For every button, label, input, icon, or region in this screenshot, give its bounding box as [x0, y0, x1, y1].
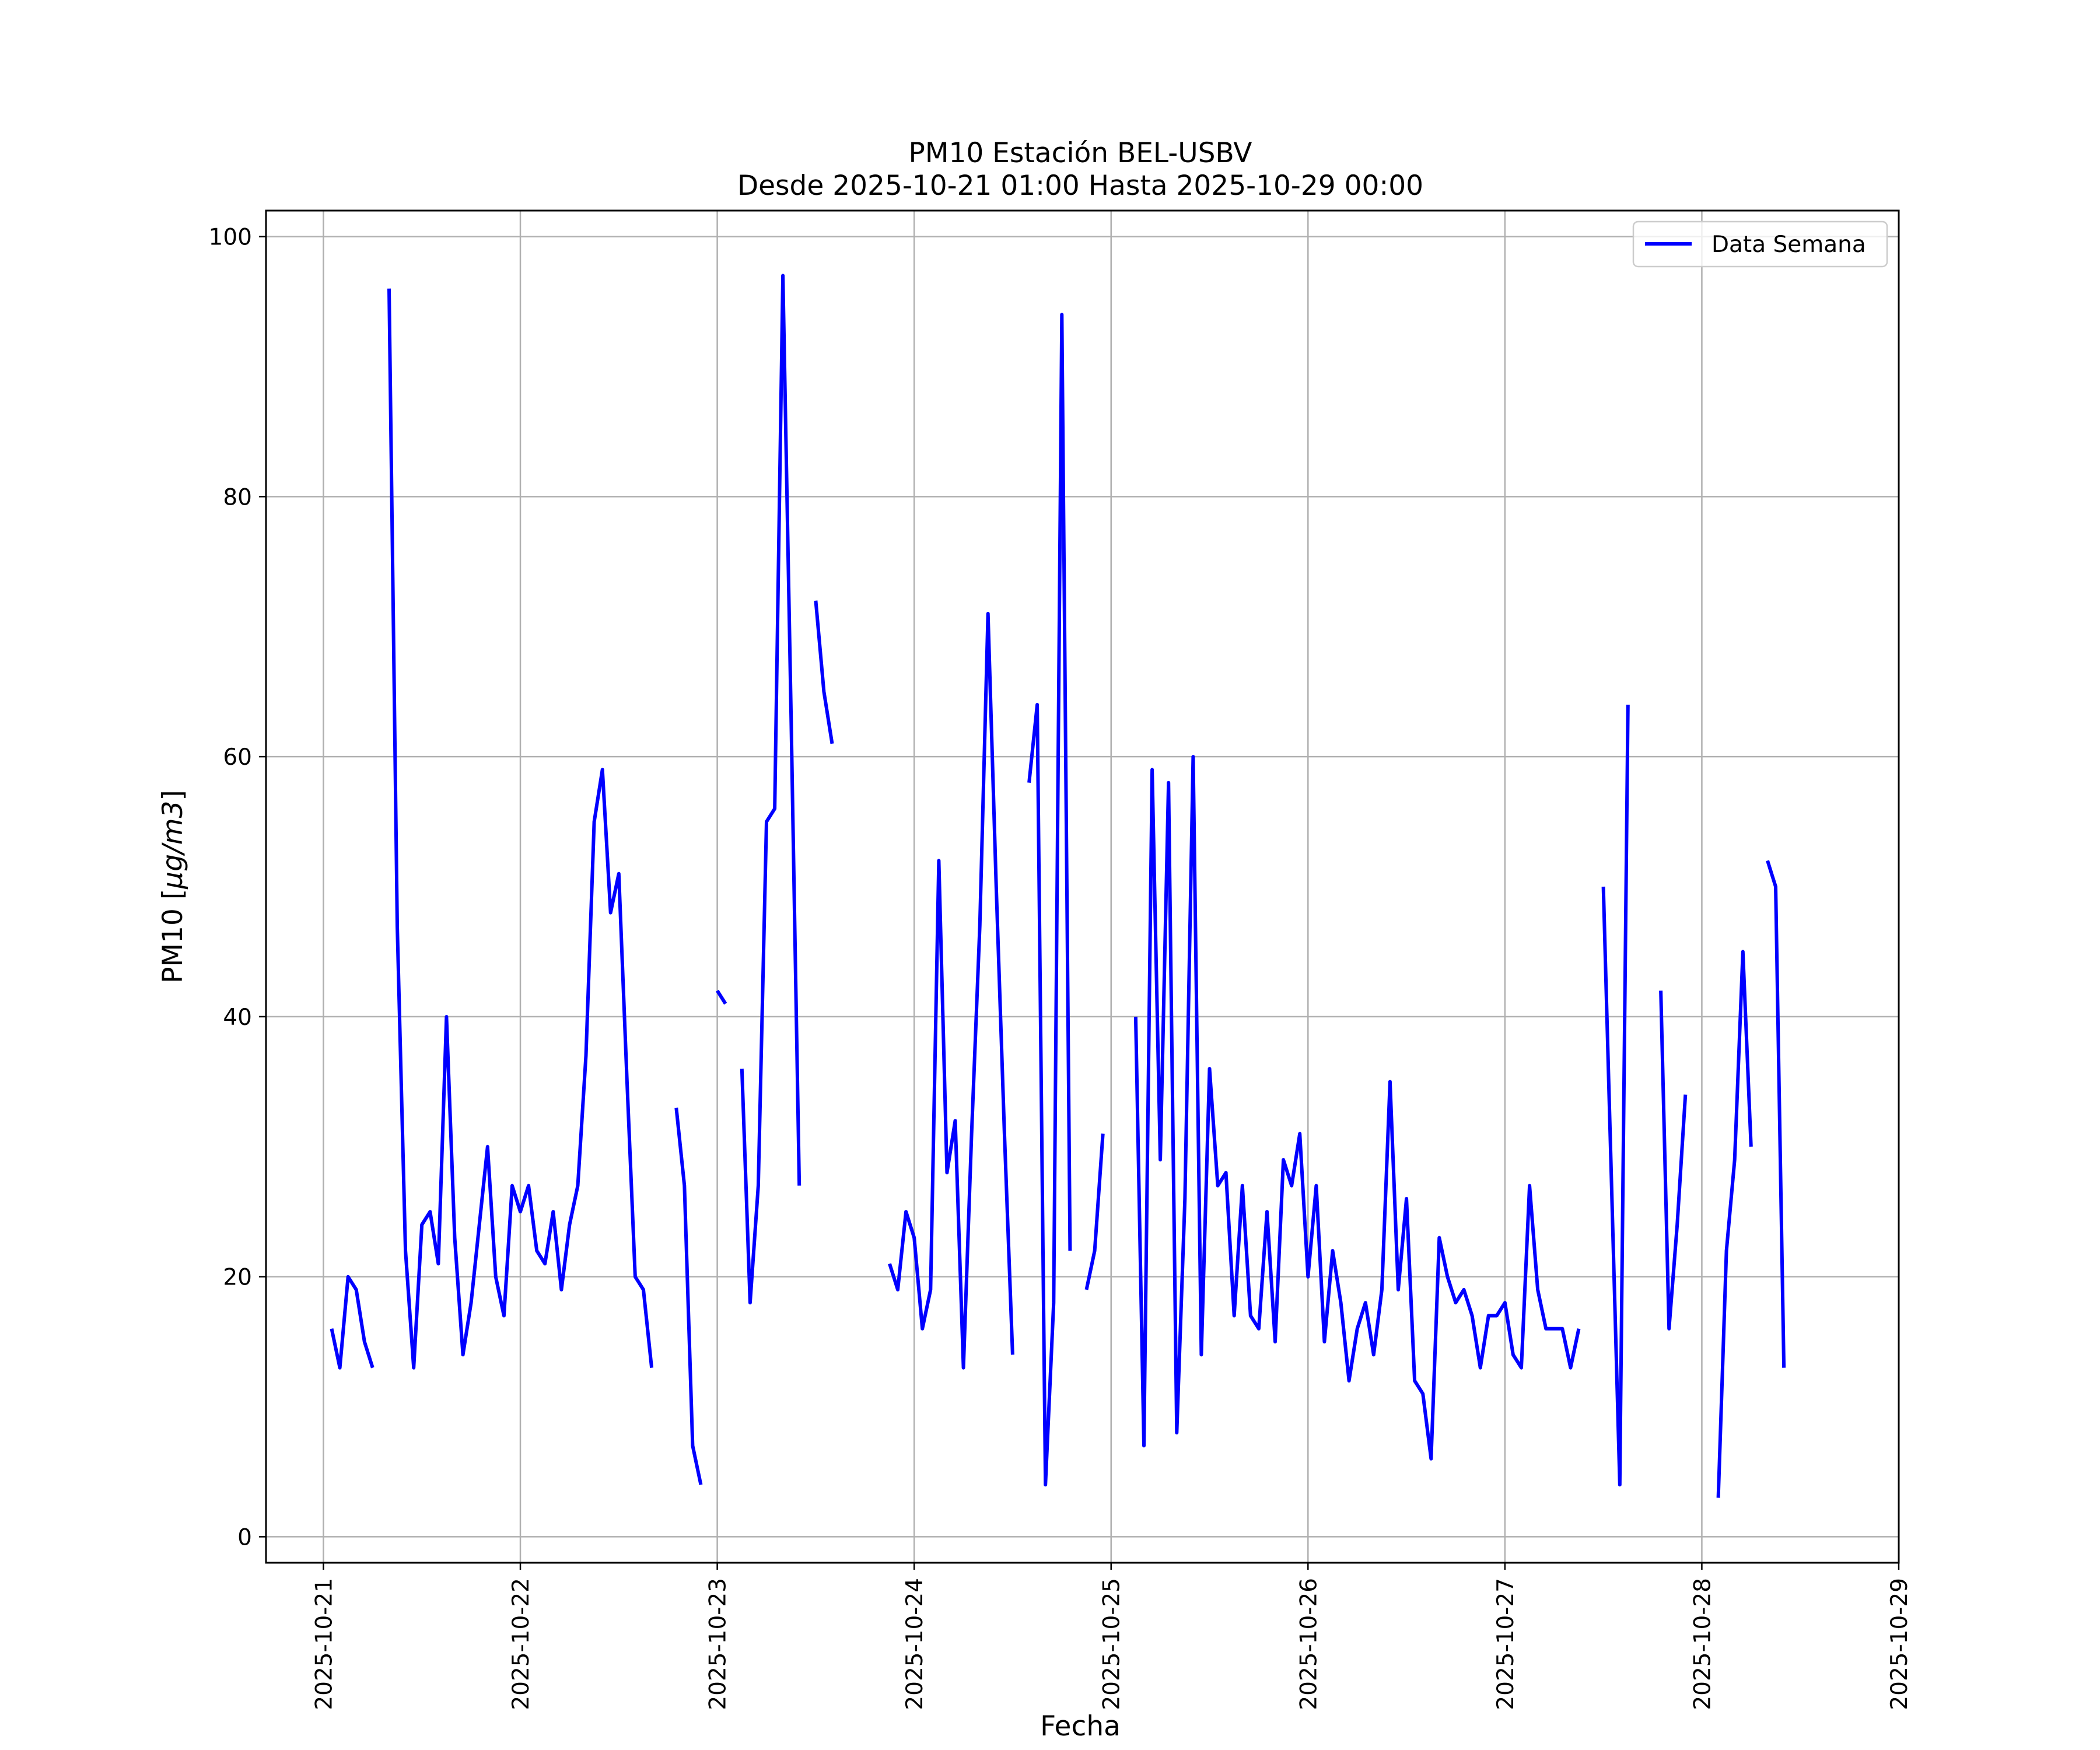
- chart-subtitle: Desde 2025-10-21 01:00 Hasta 2025-10-29 …: [737, 170, 1423, 202]
- y-axis-label: PM10 [μg/m3]: [157, 790, 189, 984]
- y-tick-label: 100: [209, 225, 252, 251]
- x-tick-label: 2025-10-29: [1887, 1578, 1913, 1710]
- legend-label: Data Semana: [1712, 232, 1866, 258]
- x-tick-label: 2025-10-28: [1689, 1578, 1716, 1710]
- x-tick-label: 2025-10-21: [311, 1578, 337, 1710]
- x-tick-label: 2025-10-25: [1099, 1578, 1125, 1710]
- series-line-segment: [387, 288, 654, 1370]
- series-line-segment: [814, 600, 834, 744]
- x-tick-label: 2025-10-26: [1296, 1578, 1322, 1710]
- series-line-segment: [1766, 860, 1786, 1368]
- series-line-segment: [1084, 1133, 1105, 1290]
- series-line-segment: [1659, 991, 1688, 1331]
- series-line-segment: [888, 611, 1014, 1370]
- series-line-segment: [1716, 950, 1753, 1498]
- y-tick-label: 40: [223, 1005, 252, 1031]
- y-axis-label-suffix: ]: [157, 790, 189, 800]
- y-tick-label: 0: [237, 1524, 252, 1550]
- x-tick-label: 2025-10-23: [705, 1578, 732, 1710]
- series-line-segment: [716, 989, 727, 1005]
- y-axis-label-prefix: PM10 [: [157, 889, 189, 984]
- series-line-segment: [1133, 755, 1581, 1461]
- x-axis-label: Fecha: [1040, 1710, 1121, 1742]
- x-tick-label: 2025-10-27: [1493, 1578, 1519, 1710]
- series-group: [330, 274, 1786, 1498]
- x-tick-label: 2025-10-22: [508, 1578, 534, 1710]
- legend: Data Semana: [1632, 220, 1888, 268]
- y-axis: 0 20 40 60 80 100: [209, 225, 266, 1550]
- legend-box: [1632, 220, 1888, 268]
- series-line-segment: [330, 1275, 374, 1370]
- plot-frame: [265, 209, 1900, 1564]
- chart-title: PM10 Estación BEL-USBV: [909, 137, 1252, 169]
- series-line-segment: [1027, 313, 1072, 1487]
- x-tick-label: 2025-10-24: [902, 1578, 928, 1710]
- series-line-segment: [674, 1107, 703, 1485]
- x-axis: 2025-10-21 2025-10-22 2025-10-23 2025-10-24…: [311, 1563, 1913, 1710]
- y-tick-label: 80: [223, 484, 252, 510]
- y-axis-label-unit: μg/m3: [157, 801, 189, 890]
- y-tick-label: 20: [223, 1265, 252, 1291]
- y-tick-label: 60: [223, 744, 252, 771]
- series-line-segment: [740, 274, 802, 1305]
- series-line-segment: [1601, 704, 1630, 1487]
